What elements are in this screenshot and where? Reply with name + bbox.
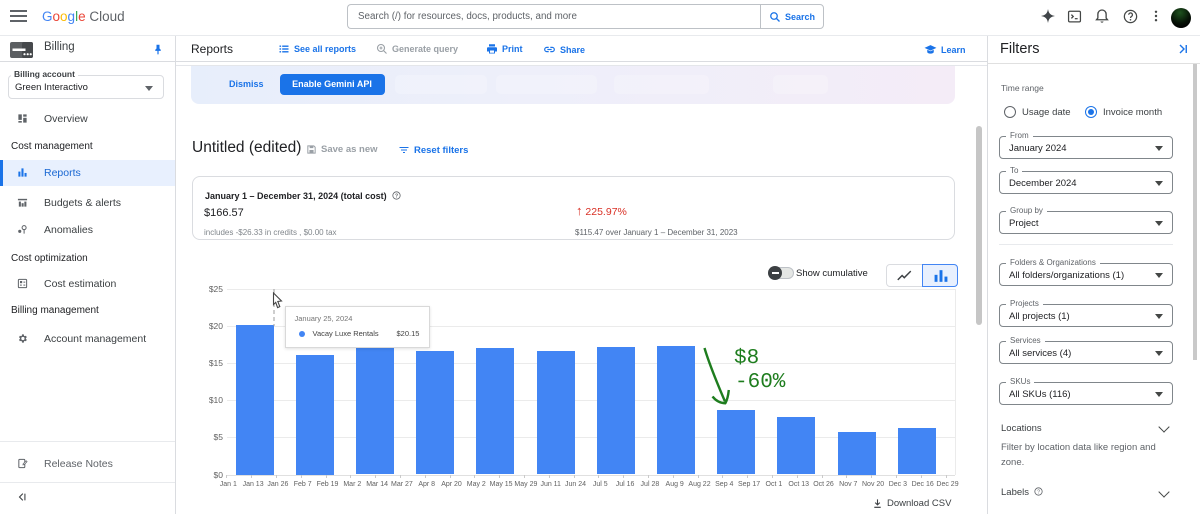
svg-text:?: ?: [1037, 489, 1040, 495]
svg-text:?: ?: [395, 193, 398, 199]
